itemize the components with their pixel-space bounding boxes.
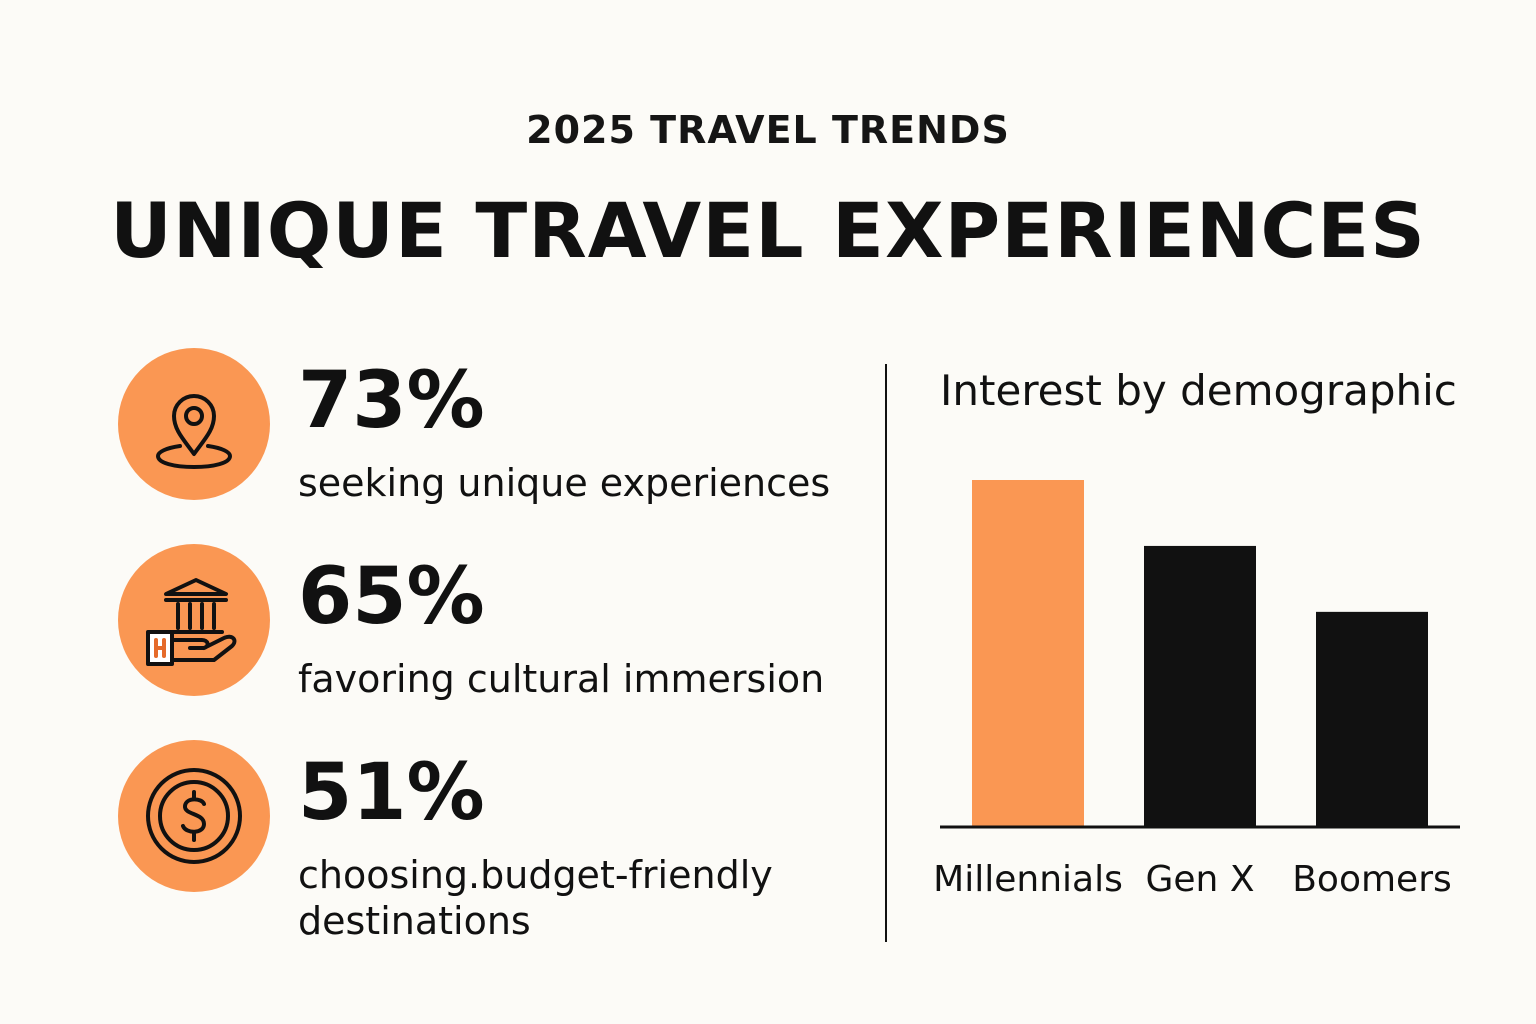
bar-boomers bbox=[1316, 611, 1428, 827]
stat-value: 51% bbox=[298, 748, 485, 838]
category-label: Millennials bbox=[933, 859, 1123, 900]
kicker-title: 2025 TRAVEL TRENDS bbox=[526, 108, 1010, 152]
chart-title: Interest by demographic bbox=[940, 366, 1457, 415]
museum-hand-icon bbox=[146, 578, 237, 666]
stat-value: 65% bbox=[298, 552, 485, 642]
bar-chart: Millennials Gen X Boomers bbox=[933, 480, 1460, 900]
stat-icon-circle bbox=[118, 348, 270, 500]
stat-value: 73% bbox=[298, 356, 485, 446]
stat-caption: choosing.budget-friendly destinations bbox=[298, 853, 773, 943]
stat-icon-circle bbox=[118, 740, 270, 892]
dollar-coin-icon bbox=[146, 768, 242, 864]
stat-caption: seeking unique experiences bbox=[298, 461, 831, 505]
category-label: Gen X bbox=[1146, 859, 1255, 900]
location-pin-icon bbox=[156, 394, 232, 469]
stat-item: 73% seeking unique experiences bbox=[118, 348, 858, 508]
category-label: Boomers bbox=[1292, 859, 1452, 900]
stat-item: 51% choosing.budget-friendly destination… bbox=[118, 740, 858, 950]
page-title: UNIQUE TRAVEL EXPERIENCES bbox=[110, 186, 1426, 275]
bar-millennials bbox=[972, 480, 1084, 827]
bar-gen-x bbox=[1144, 545, 1256, 827]
stat-caption: favoring cultural immersion bbox=[298, 657, 825, 701]
stat-icon-circle bbox=[118, 544, 270, 696]
section-divider bbox=[885, 364, 887, 942]
stat-item: 65% favoring cultural immersion bbox=[118, 544, 858, 704]
